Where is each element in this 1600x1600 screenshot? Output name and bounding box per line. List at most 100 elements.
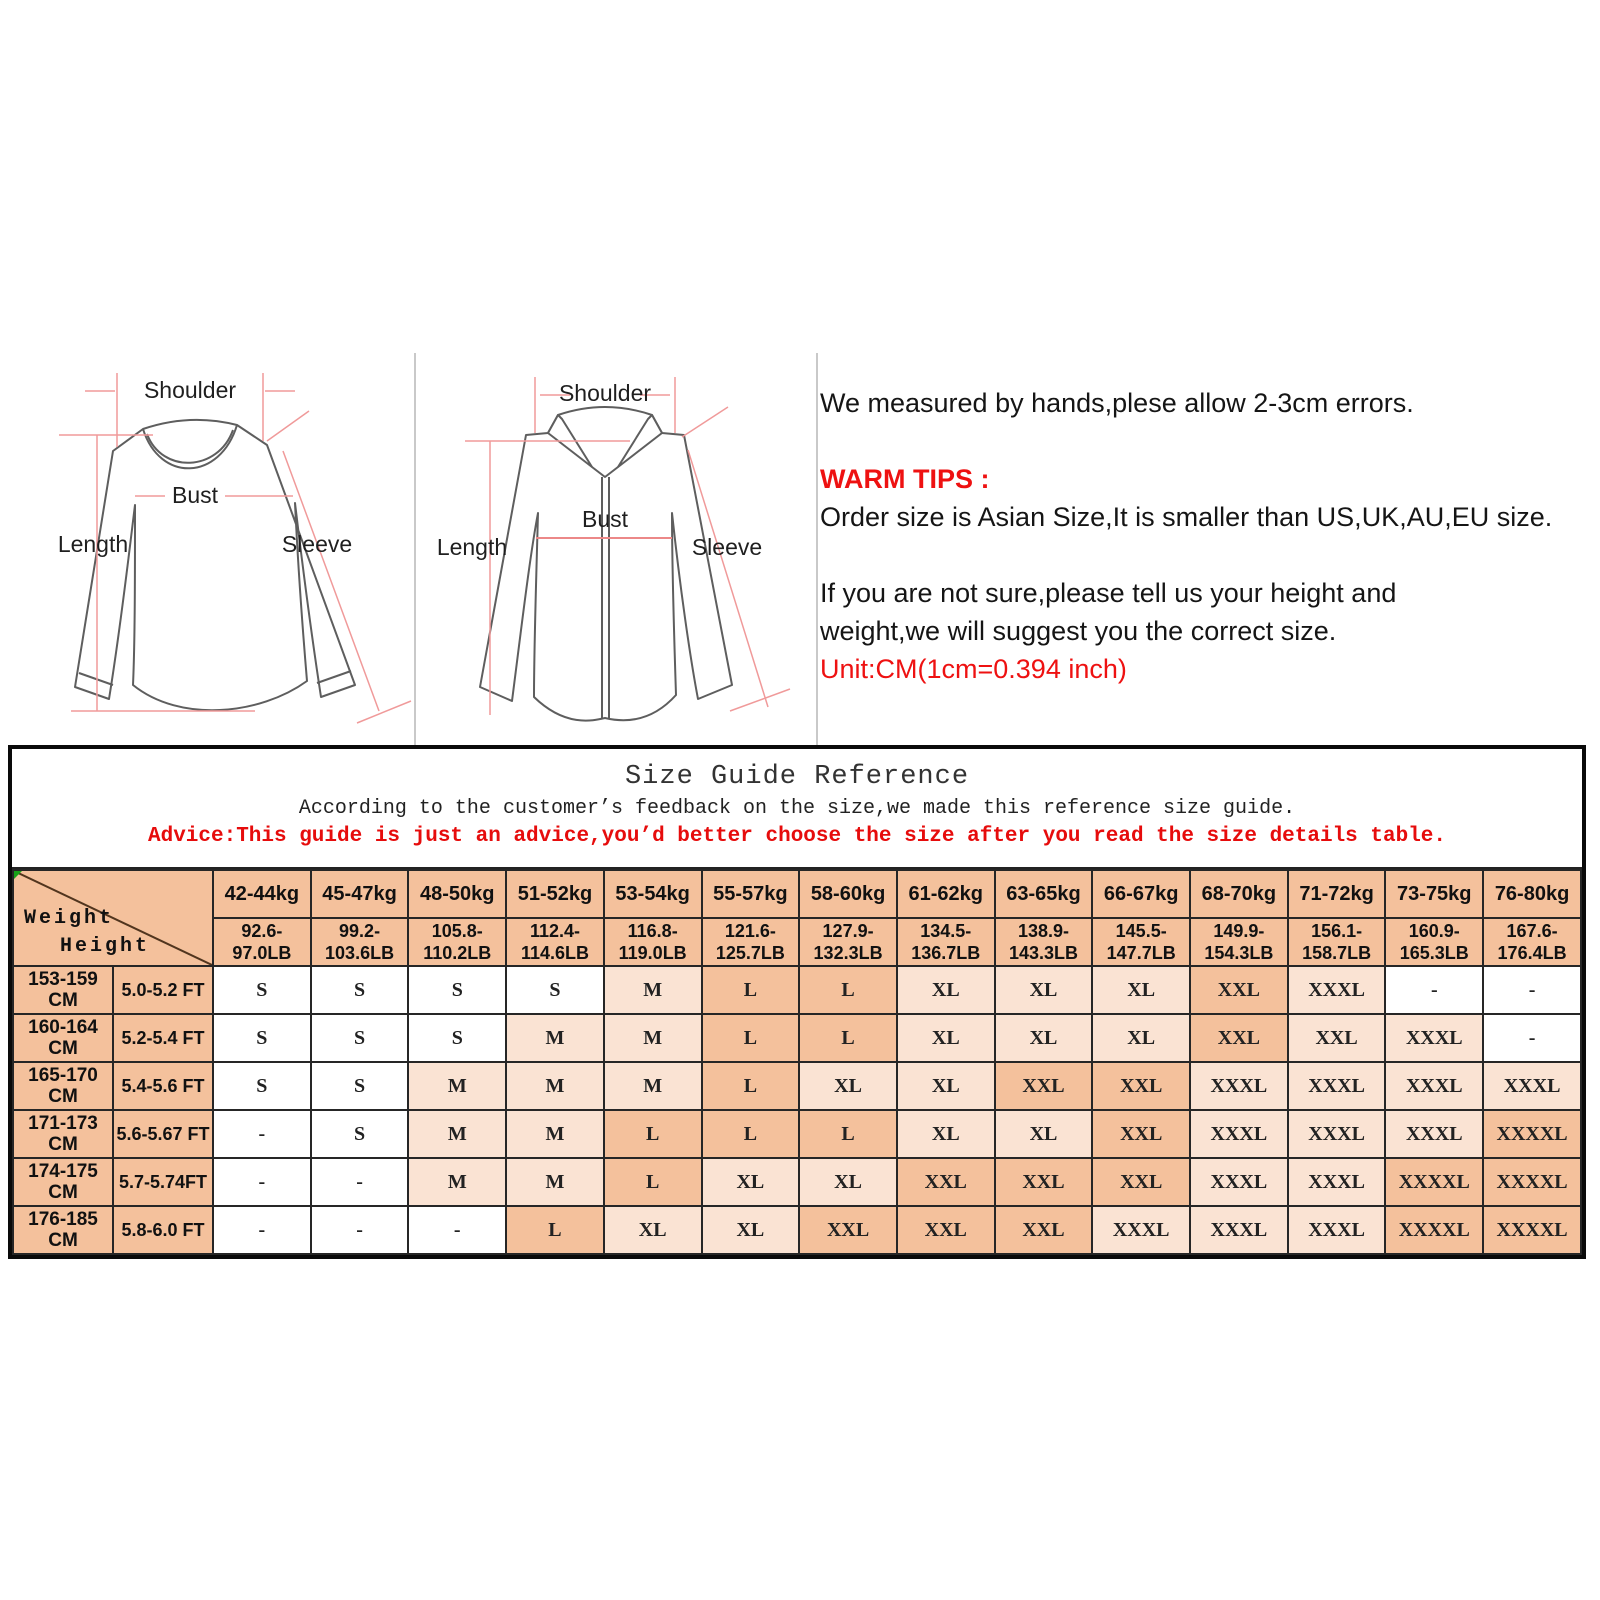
size-cell: XXXL (1286, 1205, 1387, 1255)
size-cell: L (602, 1157, 703, 1207)
size-cell: XXL (1091, 1157, 1192, 1207)
corner-diagonal-line (14, 871, 212, 965)
size-cell: XXXL (1189, 1157, 1289, 1207)
size-cell: S (309, 965, 410, 1015)
tee-neckline-inner (146, 429, 234, 464)
weight-kg-header: 58-60kg (798, 869, 898, 919)
size-cell: XXL (1189, 1013, 1289, 1063)
table-row: 176-185 CM 5.8-6.0 FT - - - L XL XL XXL XXL XXL XXX… (12, 1205, 1582, 1255)
corner-height-label: Height (60, 935, 151, 958)
panel-divider-right (816, 353, 818, 745)
size-cell: M (407, 1061, 508, 1111)
shirt-length-label: Length (437, 534, 507, 560)
size-cell: XXXL (1384, 1109, 1485, 1159)
size-cell: S (212, 965, 312, 1015)
size-cell: M (407, 1157, 508, 1207)
size-cell: - (1482, 965, 1582, 1015)
size-cell: XXXL (1091, 1205, 1192, 1255)
size-cell: XL (700, 1157, 801, 1207)
size-cell: XXL (1286, 1013, 1387, 1063)
table-row: 171-173 CM 5.6-5.67 FT - S M M L L L XL XL XXL XXXL X… (12, 1109, 1582, 1159)
size-cell: XL (798, 1157, 898, 1207)
size-cell: XXXL (1189, 1109, 1289, 1159)
size-cell: XXXL (1384, 1013, 1485, 1063)
size-cell: XXL (895, 1205, 996, 1255)
height-cm-cell: 176-185 CM (12, 1205, 114, 1255)
weight-kg-header: 53-54kg (602, 869, 703, 919)
weight-lb-header: 112.4- 114.6LB (505, 917, 605, 967)
tee-bust-label: Bust (172, 482, 219, 508)
size-cell: S (212, 1061, 312, 1111)
weight-kg-header: 51-52kg (505, 869, 605, 919)
size-cell: L (602, 1109, 703, 1159)
weight-height-corner-cell: Weight Height (12, 869, 214, 967)
size-guide-subtitle: According to the customer’s feedback on … (298, 797, 1296, 820)
size-cell: S (407, 1013, 508, 1063)
size-cell: XL (895, 1061, 996, 1111)
size-cell: L (798, 1013, 898, 1063)
weight-lb-header: 160.9- 165.3LB (1384, 917, 1485, 967)
shirt-shoulder-label: Shoulder (559, 380, 651, 406)
shirt-line-art: Shoulder Bust Length Sleeve (437, 377, 791, 722)
weight-lb-header: 92.6- 97.0LB (212, 917, 312, 967)
size-cell: XL (993, 1109, 1094, 1159)
weight-kg-header: 55-57kg (700, 869, 801, 919)
size-cell: M (602, 1061, 703, 1111)
size-cell: XXXL (1384, 1061, 1485, 1111)
weight-kg-header: 76-80kg (1482, 869, 1582, 919)
size-cell: L (798, 965, 898, 1015)
excel-corner-marker (15, 872, 22, 879)
weight-kg-header: 61-62kg (895, 869, 996, 919)
weight-lb-header: 156.1- 158.7LB (1286, 917, 1387, 967)
size-cell: XXL (895, 1157, 996, 1207)
height-ft-cell: 5.6-5.67 FT (112, 1109, 214, 1159)
table-row: 174-175 CM 5.7-5.74FT - - M M L XL XL XXL XXL XXL XX… (12, 1157, 1582, 1207)
size-cell: XXXL (1286, 1109, 1387, 1159)
weight-kg-header: 66-67kg (1091, 869, 1192, 919)
size-cell: M (505, 1061, 605, 1111)
size-cell: XXL (1189, 965, 1289, 1015)
size-cell: M (505, 1157, 605, 1207)
height-cm-cell: 171-173 CM (12, 1109, 114, 1159)
size-cell: XXL (993, 1157, 1094, 1207)
size-cell: S (309, 1109, 410, 1159)
size-cell: L (700, 1109, 801, 1159)
suggest-note-line1: If you are not sure,please tell us your … (820, 578, 1397, 608)
size-cell: M (602, 1013, 703, 1063)
size-cell: XXL (1091, 1109, 1192, 1159)
weight-kg-header: 42-44kg (212, 869, 312, 919)
size-cell: L (700, 965, 801, 1015)
height-ft-cell: 5.7-5.74FT (112, 1157, 214, 1207)
size-cell: M (505, 1013, 605, 1063)
tee-shoulder-label: Shoulder (144, 377, 236, 403)
shirt-sleeve-label: Sleeve (692, 534, 762, 560)
weight-kg-header: 63-65kg (993, 869, 1094, 919)
height-ft-cell: 5.2-5.4 FT (112, 1013, 214, 1063)
size-cell: XL (993, 1013, 1094, 1063)
tee-sleeve-label: Sleeve (282, 531, 352, 557)
size-cell: XXXL (1189, 1205, 1289, 1255)
size-cell: XXXXL (1482, 1109, 1582, 1159)
weight-lb-header: 116.8- 119.0LB (602, 917, 703, 967)
size-cell: XXXXL (1384, 1205, 1485, 1255)
weight-lb-header: 167.6- 176.4LB (1482, 917, 1582, 967)
weight-lb-header: 127.9- 132.3LB (798, 917, 898, 967)
asian-size-note: Order size is Asian Size,It is smaller t… (820, 502, 1553, 532)
height-cm-cell: 165-170 CM (12, 1061, 114, 1111)
size-cell: S (309, 1013, 410, 1063)
size-cell: S (407, 965, 508, 1015)
tee-cuff-left (78, 672, 114, 686)
unit-note: Unit:CM(1cm=0.394 inch) (820, 654, 1127, 684)
size-cell: L (798, 1109, 898, 1159)
weight-lb-header: 134.5- 136.7LB (895, 917, 996, 967)
size-cell: XL (895, 1109, 996, 1159)
weight-lb-header: 99.2- 103.6LB (309, 917, 410, 967)
size-guide-table: Weight Height 42-44kg 45-47kg 48-50kg 51-52kg… (12, 869, 1582, 1255)
size-cell: - (309, 1157, 410, 1207)
height-ft-cell: 5.8-6.0 FT (112, 1205, 214, 1255)
size-guide-section: Size Guide Reference According to the cu… (8, 745, 1586, 1259)
size-cell: XXXL (1286, 965, 1387, 1015)
size-cell: XXXL (1286, 1061, 1387, 1111)
size-guide-title: Size Guide Reference (624, 762, 970, 792)
tee-neckline (142, 424, 238, 470)
